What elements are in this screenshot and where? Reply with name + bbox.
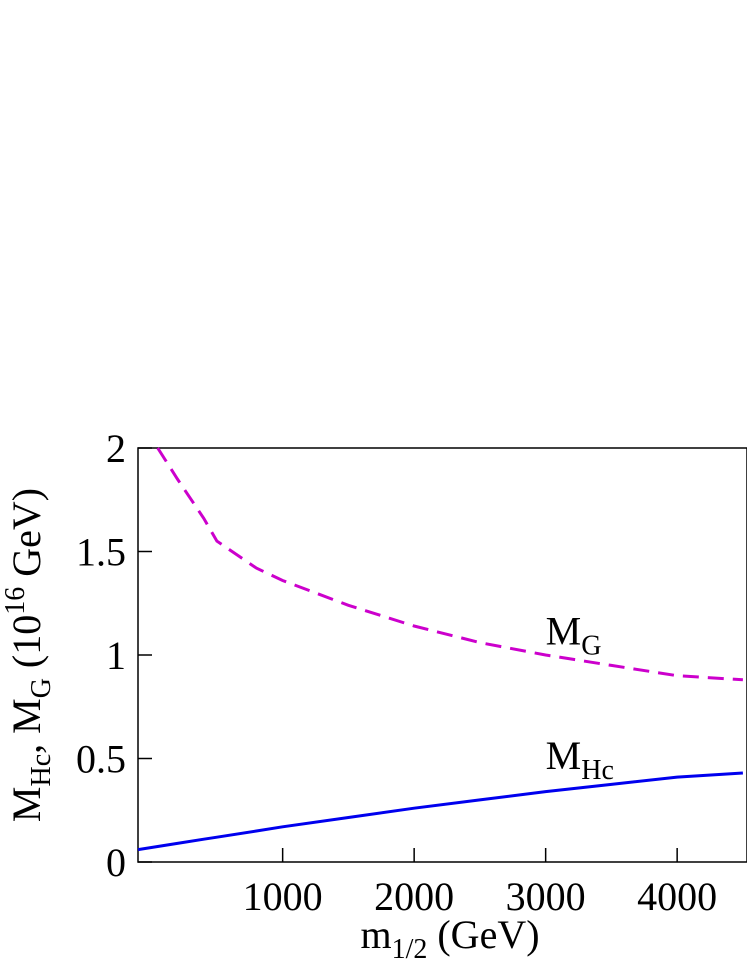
y-tick-label: 0.5	[76, 737, 126, 782]
x-tick-label: 1000	[243, 874, 323, 919]
annotation: MHc	[546, 733, 614, 786]
y-tick-label: 2	[106, 426, 126, 471]
annotation-sub: G	[581, 631, 601, 662]
series-line	[156, 447, 743, 682]
series-line	[137, 771, 743, 852]
label-part: Hc	[26, 754, 57, 787]
label-part: GeV)	[4, 488, 49, 587]
y-tick-label: 1.5	[76, 530, 126, 575]
y-tick-label: 1	[106, 633, 126, 678]
annotation-text: M	[546, 733, 582, 778]
y-axis-label: MHc, MG (1016 GeV)	[0, 488, 57, 822]
x-tick-label: 2000	[374, 874, 454, 919]
label-part: (10	[4, 615, 49, 678]
x-axis-label: m1/2 (GeV)	[360, 912, 539, 965]
y-tick-label: 0	[106, 840, 126, 885]
label-part: 16	[0, 587, 31, 615]
plot-frame	[137, 447, 747, 863]
x-tick-label: 3000	[506, 874, 586, 919]
label-part: (GeV)	[427, 912, 539, 957]
label-part: 1/2	[392, 934, 428, 965]
x-tick-label: 4000	[637, 874, 717, 919]
label-part: G	[26, 678, 57, 698]
annotation: MG	[546, 609, 602, 662]
label-part: M	[4, 787, 49, 823]
annotation-sub: Hc	[581, 755, 614, 786]
label-part: m	[360, 912, 391, 957]
label-part: , M	[4, 698, 49, 754]
annotation-text: M	[546, 609, 582, 654]
